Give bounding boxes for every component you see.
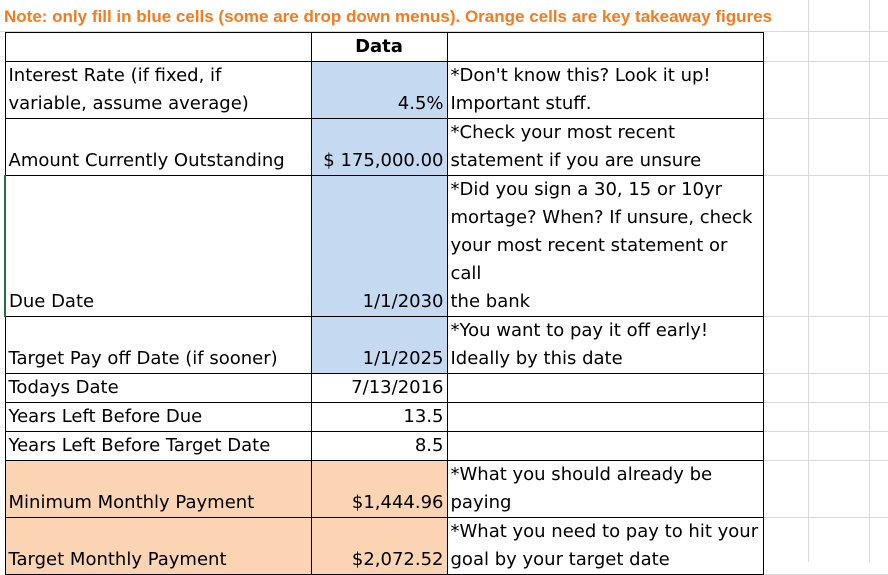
input-value-cell[interactable]: $ 175,000.00 (310, 118, 448, 176)
row-label-cell[interactable]: Target Pay off Date (if sooner) (4, 316, 312, 374)
table-row: Due Date 1/1/2030 *Did you sign a 30, 15 o… (4, 175, 764, 317)
gridline (764, 316, 888, 317)
row-label-cell[interactable]: Due Date (4, 175, 312, 317)
gridline (764, 402, 888, 403)
gridline (764, 373, 888, 374)
data-header[interactable]: Data (310, 32, 448, 62)
row-note-cell[interactable]: *What you should already be paying (446, 460, 764, 518)
gridline (764, 175, 888, 176)
row-note-cell[interactable] (446, 431, 764, 461)
value-cell[interactable]: $1,444.96 (310, 460, 448, 518)
instruction-note: Note: only fill in blue cells (some are … (4, 7, 773, 26)
row-note-cell[interactable]: *Don't know this? Look it up! Important … (446, 61, 764, 119)
row-label-cell[interactable]: Years Left Before Due (4, 402, 312, 432)
input-value-cell[interactable]: 1/1/2030 (310, 175, 448, 317)
row-label-cell[interactable]: Amount Currently Outstanding (4, 118, 312, 176)
row-label-cell[interactable]: Years Left Before Target Date (4, 431, 312, 461)
row-note-cell[interactable]: *You want to pay it off early! Ideally b… (446, 316, 764, 374)
row-label-cell[interactable]: Target Monthly Payment (4, 517, 312, 575)
header-row: Data (4, 32, 764, 62)
table-row: Years Left Before Due 13.5 (4, 402, 764, 432)
gridline (764, 118, 888, 119)
value-cell[interactable]: 7/13/2016 (310, 373, 448, 403)
gridline (764, 517, 888, 518)
input-value-cell[interactable]: 1/1/2025 (310, 316, 448, 374)
header-blank-cell[interactable] (446, 32, 764, 62)
table-row: Todays Date 7/13/2016 (4, 373, 764, 403)
table-row: Years Left Before Target Date 8.5 (4, 431, 764, 461)
row-note-cell[interactable]: *Check your most recent statement if you… (446, 118, 764, 176)
gridline (869, 0, 870, 562)
table-row: Target Pay off Date (if sooner) 1/1/2025 *… (4, 316, 764, 374)
value-cell[interactable]: 13.5 (310, 402, 448, 432)
row-label-cell[interactable]: Minimum Monthly Payment (4, 460, 312, 518)
gridline (764, 61, 888, 62)
row-label-cell[interactable]: Todays Date (4, 373, 312, 403)
gridline (764, 460, 888, 461)
row-note-cell[interactable]: *Did you sign a 30, 15 or 10yr mortage? … (446, 175, 764, 317)
table-row: Amount Currently Outstanding $ 175,000.00… (4, 118, 764, 176)
input-value-cell[interactable]: 4.5% (310, 61, 448, 119)
row-note-cell[interactable] (446, 373, 764, 403)
row-note-cell[interactable]: *What you need to pay to hit your goal b… (446, 517, 764, 575)
data-table: Data Interest Rate (if fixed, if variabl… (4, 32, 764, 575)
table-row: Minimum Monthly Payment $1,444.96 *What yo… (4, 460, 764, 518)
gridline (764, 431, 888, 432)
value-cell[interactable]: $2,072.52 (310, 517, 448, 575)
table-row: Interest Rate (if fixed, if variable, as… (4, 61, 764, 119)
value-cell[interactable]: 8.5 (310, 431, 448, 461)
row-label-cell[interactable]: Interest Rate (if fixed, if variable, as… (4, 61, 312, 119)
row-note-cell[interactable] (446, 402, 764, 432)
gridline (808, 0, 809, 562)
table-row: Target Monthly Payment $2,072.52 *What you… (4, 517, 764, 575)
gridline (0, 31, 888, 32)
header-blank-cell[interactable] (4, 32, 312, 62)
